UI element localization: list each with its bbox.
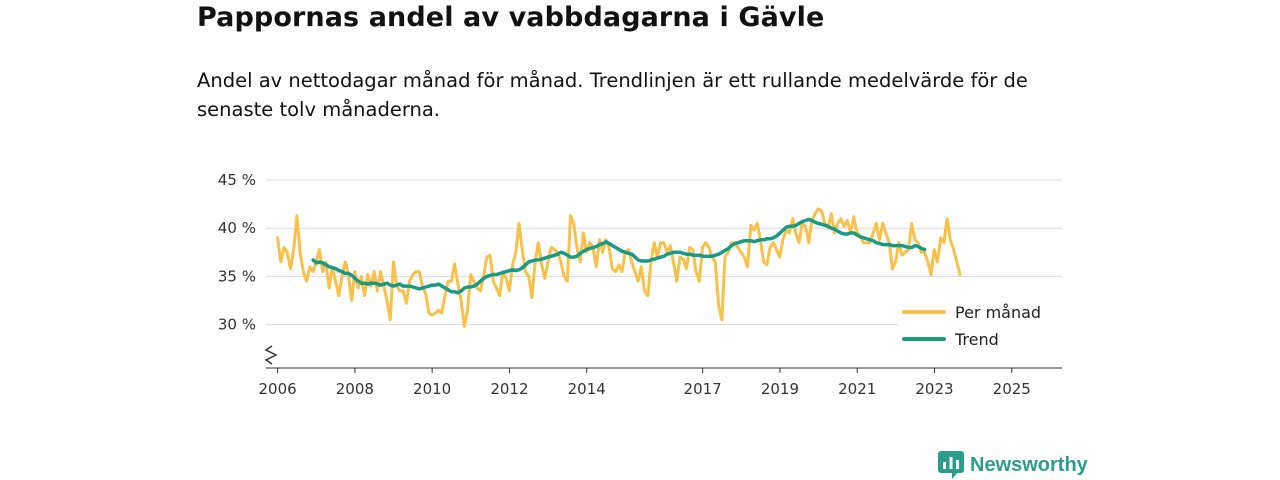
chart-title: Pappornas andel av vabbdagarna i Gävle	[197, 2, 825, 33]
legend-label: Per månad	[955, 303, 1041, 322]
newsworthy-logo-icon	[938, 451, 964, 479]
x-tick-label: 2025	[993, 380, 1031, 398]
y-axis: 30 % 35 % 40 % 45 %	[218, 171, 256, 334]
axis-break-icon	[264, 345, 278, 365]
series-line-trend	[311, 217, 927, 295]
x-tick-label: 2019	[761, 380, 799, 398]
x-tick-label: 2008	[336, 380, 374, 398]
y-tick-label: 40 %	[218, 219, 256, 237]
series-line-per-manad	[276, 207, 962, 328]
brand-name: Newsworthy	[970, 453, 1088, 476]
y-tick-label: 35 %	[218, 267, 256, 285]
chart-series	[276, 207, 962, 328]
gridlines	[266, 179, 1062, 326]
x-tick-label: 2006	[258, 380, 296, 398]
x-tick-label: 2017	[684, 380, 722, 398]
brand: Newsworthy	[938, 450, 1088, 480]
x-tick-label: 2023	[915, 380, 953, 398]
x-tick-label: 2012	[490, 380, 528, 398]
y-tick-label: 45 %	[218, 171, 256, 189]
legend-background	[898, 298, 1062, 358]
x-tick-label: 2021	[838, 380, 876, 398]
x-tick-label: 2014	[568, 380, 606, 398]
legend: Per månad Trend	[898, 298, 1062, 358]
legend-label: Trend	[954, 330, 999, 349]
y-tick-label: 30 %	[218, 316, 256, 334]
chart-subtitle: Andel av nettodagar månad för månad. Tre…	[197, 69, 1028, 121]
x-axis: 2006 2008 2010 2012 2014 2017 2019 2021 2023 2025	[258, 345, 1062, 398]
x-tick-label: 2010	[413, 380, 451, 398]
